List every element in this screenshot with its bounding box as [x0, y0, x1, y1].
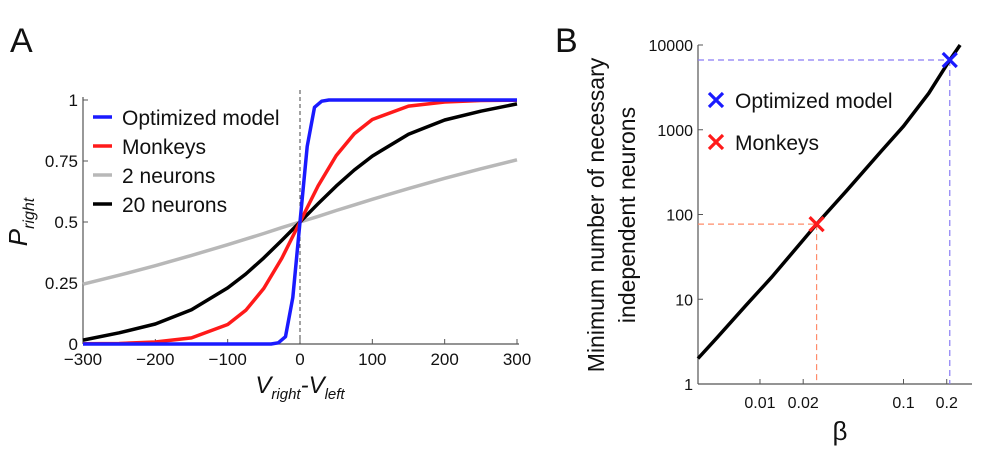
x-tick-label: 100: [358, 350, 386, 369]
y-tick-label: 10: [675, 292, 693, 309]
x-axis-label: Vright-Vleft: [255, 372, 345, 403]
legend-marker-icon: [707, 91, 725, 109]
y-label-subscript: right: [21, 197, 38, 229]
y-axis-label-line2: independent neurons: [614, 107, 640, 323]
y-tick-label: 0.25: [45, 274, 78, 293]
y-tick-label: 100: [666, 208, 693, 225]
series-line-optimized-model: [83, 98, 517, 346]
y-tick-label: 0: [69, 335, 78, 354]
x-tick-label: 0.02: [788, 395, 819, 412]
curve-min-neurons: [696, 44, 962, 360]
marker-x-optimized-model: [941, 51, 958, 69]
x-tick-label: 0: [295, 350, 304, 369]
y-tick-label: 0.5: [54, 213, 78, 232]
legend-label: Monkeys: [122, 136, 206, 159]
y-axis-label-line1: Minimum number of necessary: [583, 57, 609, 372]
marker-x-monkeys: [808, 215, 825, 233]
x-tick-label: 200: [430, 350, 458, 369]
legend-label: Monkeys: [735, 132, 819, 155]
x-tick-label: 0.2: [936, 395, 958, 412]
legend-label: 20 neurons: [122, 194, 227, 217]
x-label-sub1: right: [271, 386, 301, 403]
y-tick-label: 0.75: [45, 152, 78, 171]
legend-label: Optimized model: [122, 107, 280, 130]
x-tick-label: 300: [503, 350, 531, 369]
x-axis-label: β: [833, 416, 848, 446]
y-axis-label: Pright: [3, 197, 38, 246]
panel-label-a: A: [10, 22, 33, 60]
y-tick-label: 1000: [657, 123, 693, 140]
x-tick-label: 0.01: [744, 395, 775, 412]
y-label-main: P: [3, 228, 33, 246]
x-label-mid: -V: [301, 372, 327, 399]
y-tick-label: 1: [69, 91, 78, 110]
x-tick-label: −300: [64, 350, 102, 369]
x-tick-label: −100: [209, 350, 247, 369]
panel-a: A −300 −200 −100 0 100 200 300 0 0.25 0.5 0.75 1 Opti…: [3, 22, 531, 403]
x-label-v1: V: [255, 372, 273, 399]
legend-marker-icon: [707, 133, 725, 151]
x-label-sub2: left: [325, 386, 346, 403]
y-tick-label: 1: [684, 377, 693, 394]
panel-label-b: B: [555, 22, 578, 60]
legend-label: 2 neurons: [122, 165, 215, 188]
legend-label: Optimized model: [735, 90, 893, 113]
panel-b: B 1 10 100 1000 10000 0.01 0.02 0.1 0.2 Optimized …: [555, 22, 972, 446]
y-tick-label: 10000: [649, 38, 694, 55]
x-tick-label: 0.1: [892, 395, 914, 412]
x-tick-label: −200: [136, 350, 174, 369]
